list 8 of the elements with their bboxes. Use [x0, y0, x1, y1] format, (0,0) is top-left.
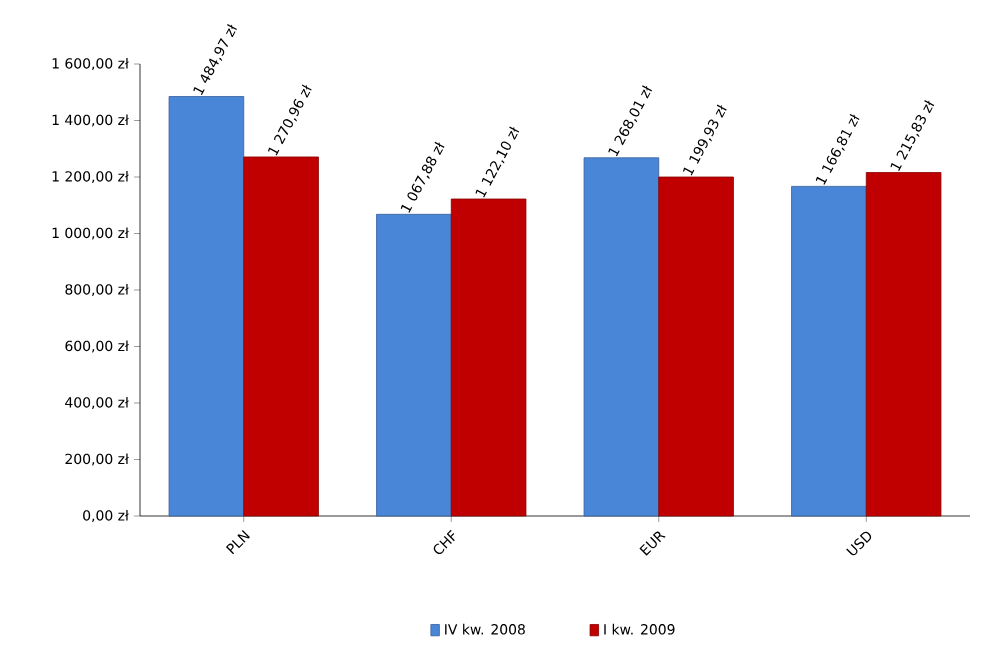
bar [658, 176, 734, 517]
bar [791, 185, 867, 517]
bar [583, 157, 660, 517]
bar [168, 96, 245, 517]
bar [376, 213, 452, 517]
bar [243, 156, 319, 517]
bar [450, 198, 527, 517]
bar [865, 172, 942, 517]
